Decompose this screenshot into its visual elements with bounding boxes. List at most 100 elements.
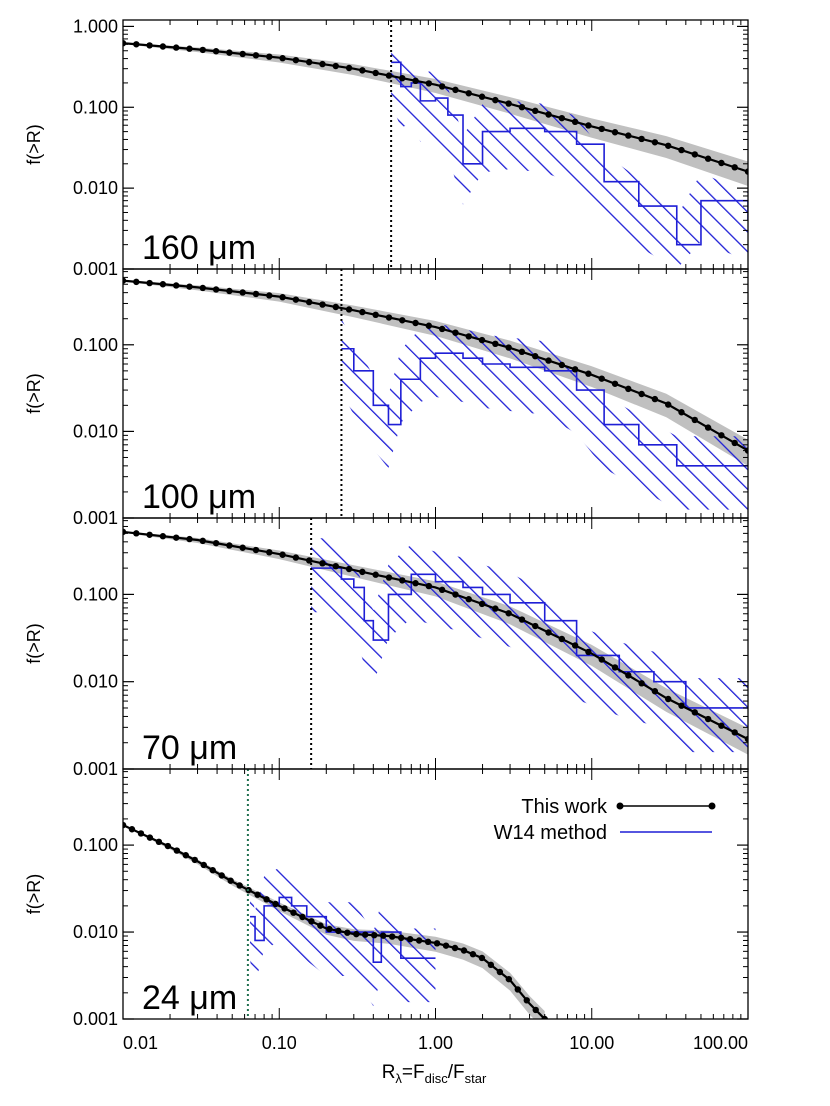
model-point	[266, 549, 273, 556]
model-point	[353, 930, 360, 938]
model-point	[226, 49, 233, 56]
model-point	[651, 395, 659, 403]
model-point	[218, 872, 225, 879]
model-point	[598, 656, 605, 663]
model-point	[146, 834, 154, 841]
model-point	[438, 83, 446, 90]
model-point	[239, 50, 246, 58]
model-point	[514, 986, 521, 993]
model-point	[598, 375, 605, 382]
panel-4: 0.100 0.010 0.001 f(>R) 24 μm 0.01 0.10 1.00 10.…	[24, 768, 749, 1053]
model-point	[332, 303, 339, 311]
model-point	[478, 93, 486, 100]
model-point	[460, 947, 468, 954]
model-point	[319, 301, 326, 308]
model-point	[505, 344, 512, 351]
model-point	[523, 997, 530, 1004]
model-point	[252, 52, 260, 59]
model-point	[123, 277, 127, 284]
model-point	[239, 544, 246, 551]
model-point	[704, 424, 712, 431]
model-point	[305, 58, 313, 66]
y-tick-label: 0.001	[73, 508, 118, 528]
model-point	[173, 847, 181, 854]
model-point	[585, 370, 592, 377]
model-point	[399, 577, 406, 584]
model-point	[585, 648, 592, 656]
model-point	[319, 60, 326, 68]
model-point	[718, 432, 725, 439]
model-point	[345, 565, 353, 573]
model-point	[133, 530, 140, 537]
model-point	[406, 935, 414, 943]
model-point	[326, 925, 333, 933]
model-point	[182, 852, 190, 859]
y-axis-label: f(>R)	[24, 124, 44, 165]
model-point	[625, 132, 632, 139]
model-point	[492, 96, 499, 104]
panel-1: 1.000 0.100 0.010 0.001 f(>R) 160 μm	[24, 16, 749, 279]
model-point	[380, 932, 387, 939]
model-point	[625, 385, 632, 393]
model-point	[465, 90, 472, 97]
model-point	[665, 401, 672, 408]
model-point	[332, 62, 339, 70]
model-point	[372, 311, 379, 319]
model-point	[704, 155, 712, 162]
model-point	[478, 954, 486, 962]
model-point	[209, 867, 216, 874]
y-tick-label: 0.100	[73, 97, 118, 117]
model-point	[133, 278, 140, 286]
model-point	[212, 286, 220, 293]
model-point	[558, 114, 566, 122]
legend-marker	[616, 802, 624, 810]
plot-area	[123, 518, 748, 769]
model-point	[186, 283, 193, 290]
model-point	[465, 333, 472, 340]
panel-2: 0.100 0.010 0.001 f(>R) 100 μm	[24, 268, 749, 528]
model-point	[199, 537, 206, 545]
model-point	[438, 586, 446, 594]
model-point	[415, 937, 423, 944]
model-point	[532, 1006, 539, 1014]
y-tick-label: 0.100	[73, 335, 118, 355]
model-point	[585, 122, 592, 129]
model-point	[465, 596, 472, 603]
model-point	[344, 929, 351, 936]
model-point	[492, 340, 499, 348]
model-point	[266, 292, 273, 299]
model-point	[412, 319, 419, 327]
model-point	[678, 146, 685, 154]
model-point	[532, 107, 539, 115]
model-point	[345, 64, 353, 72]
model-point	[146, 531, 153, 538]
model-point	[545, 111, 552, 118]
model-point	[665, 142, 672, 149]
model-point	[385, 72, 393, 79]
model-point	[678, 409, 685, 416]
panel-label: 160 μm	[142, 229, 256, 267]
panel-label: 70 μm	[142, 729, 237, 767]
model-point	[281, 905, 288, 912]
legend-marker	[708, 802, 716, 810]
model-point	[425, 582, 433, 590]
model-point	[665, 695, 672, 703]
plot-area	[123, 769, 548, 1019]
model-point	[317, 922, 324, 929]
model-point	[332, 562, 339, 570]
model-point	[252, 290, 260, 298]
model-point	[545, 629, 552, 636]
model-point	[625, 672, 632, 679]
model-point	[718, 159, 725, 167]
panel-label: 24 μm	[142, 979, 237, 1017]
model-point	[172, 282, 180, 289]
model-point	[399, 74, 406, 82]
y-tick-label: 0.010	[73, 672, 118, 692]
model-point	[518, 103, 526, 111]
model-point	[299, 913, 306, 921]
model-point	[191, 856, 198, 864]
model-point	[532, 622, 539, 630]
model-point	[388, 933, 396, 940]
model-point	[478, 600, 486, 608]
